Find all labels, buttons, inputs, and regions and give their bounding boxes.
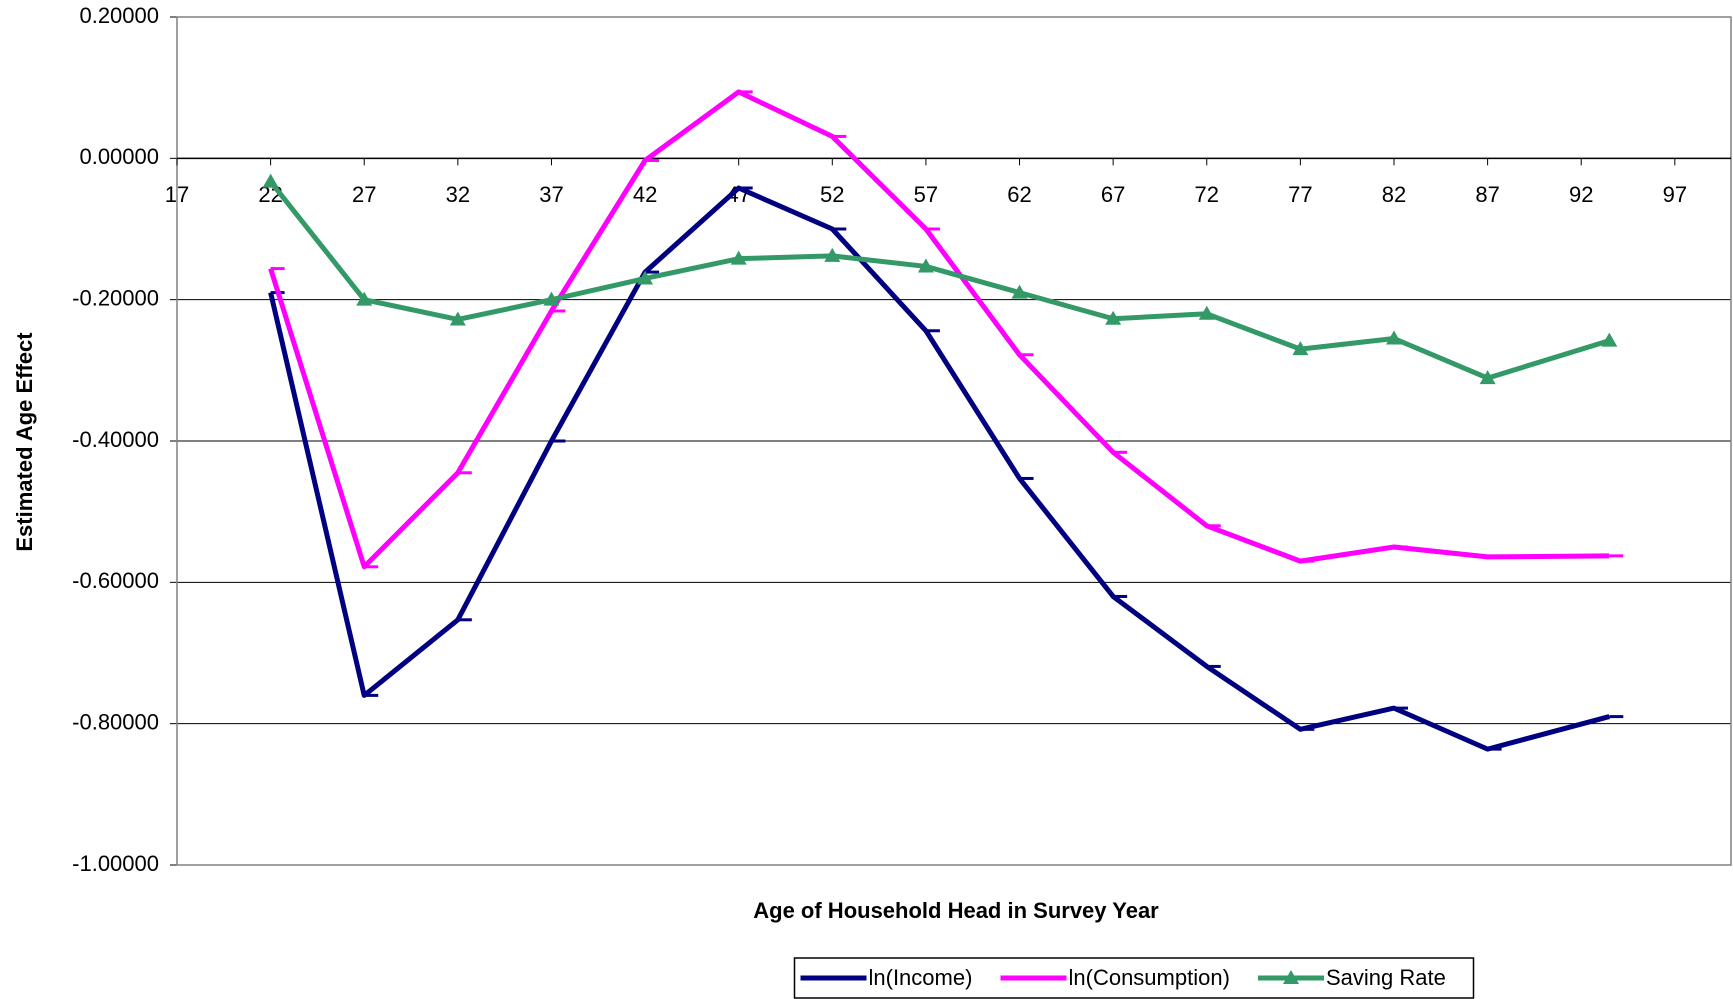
y-axis-title: Estimated Age Effect: [12, 332, 37, 552]
x-tick-label: 77: [1288, 182, 1312, 207]
y-tick-label: -0.80000: [72, 709, 159, 734]
data-point: [917, 258, 934, 273]
data-point: [1105, 310, 1122, 325]
data-point: [1601, 332, 1618, 347]
y-tick-label: -0.60000: [72, 568, 159, 593]
x-tick-label: 82: [1382, 182, 1406, 207]
legend-label: ln(Income): [869, 965, 973, 990]
data-point: [543, 291, 560, 306]
x-tick-label: 67: [1101, 182, 1125, 207]
x-tick-label: 97: [1663, 182, 1687, 207]
y-tick-label: -0.20000: [72, 285, 159, 310]
x-tick-label: 72: [1195, 182, 1219, 207]
data-point: [824, 247, 841, 262]
data-point: [637, 270, 654, 285]
x-tick-label: 42: [633, 182, 657, 207]
x-tick-label: 17: [165, 182, 189, 207]
legend-box: [793, 957, 1475, 999]
x-tick-label: 57: [914, 182, 938, 207]
x-tick-label: 87: [1475, 182, 1499, 207]
x-tick-label: 92: [1569, 182, 1593, 207]
legend-label: Saving Rate: [1326, 965, 1446, 990]
y-tick-label: -0.40000: [72, 427, 159, 452]
x-tick-label: 37: [539, 182, 563, 207]
data-point: [1011, 284, 1028, 299]
y-tick-label: 0.00000: [79, 144, 159, 169]
data-point: [1479, 370, 1496, 385]
y-tick-label: 0.20000: [79, 3, 159, 28]
plot-border: [176, 16, 1732, 866]
data-point: [356, 291, 373, 306]
series-line: [268, 89, 1610, 570]
x-tick-label: 62: [1007, 182, 1031, 207]
data-point: [730, 250, 747, 265]
x-tick-label: 27: [352, 182, 376, 207]
data-point: [1198, 305, 1215, 320]
legend: ln(Income) ln(Consumption) Saving Rate: [793, 957, 1475, 999]
legend-label: ln(Consumption): [1069, 965, 1230, 990]
x-tick-label: 52: [820, 182, 844, 207]
data-point: [262, 173, 279, 188]
x-axis-title: Age of Household Head in Survey Year: [753, 898, 1159, 923]
y-tick-label: -1.00000: [72, 851, 159, 876]
data-point: [449, 311, 466, 326]
x-tick-label: 32: [446, 182, 470, 207]
data-point: [1292, 341, 1309, 356]
data-point: [1385, 330, 1402, 345]
legend-marker: [1283, 970, 1299, 984]
